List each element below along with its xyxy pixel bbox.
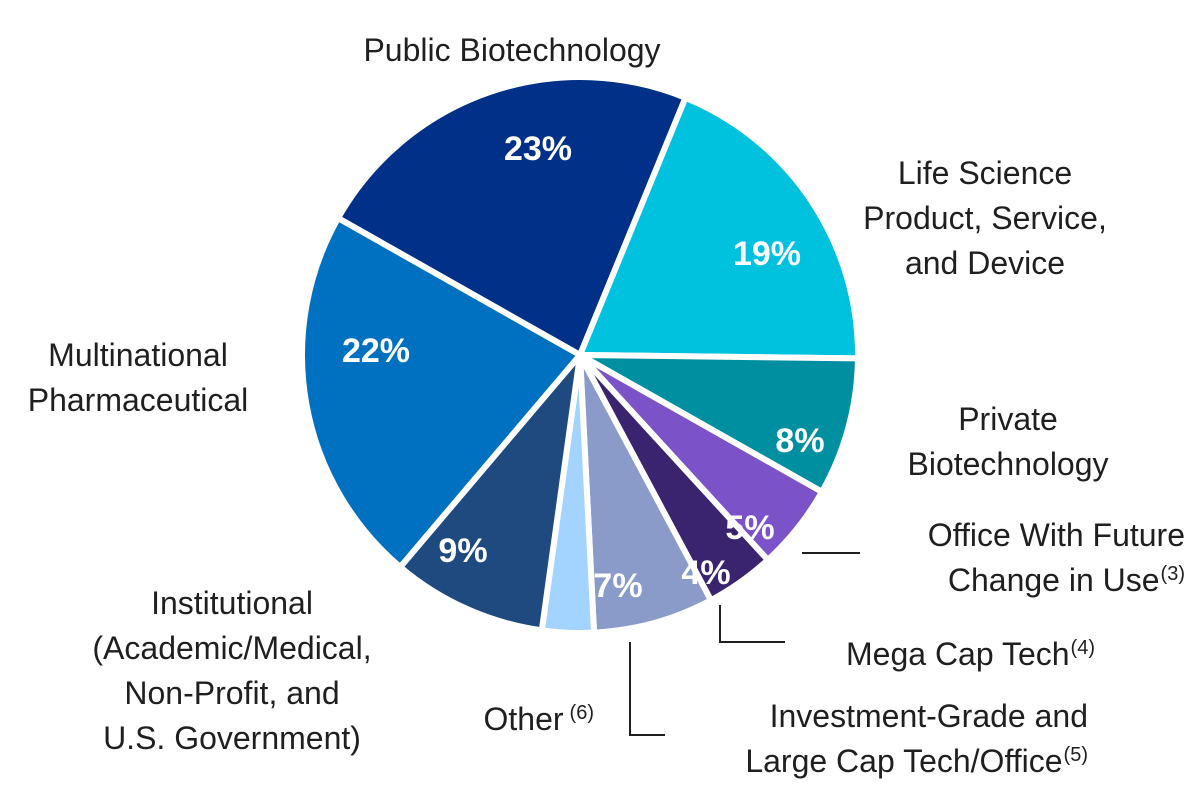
value-label-private-biotechnology: 8% [775, 422, 824, 460]
pie-slice-public-biotechnology [335, 74, 689, 358]
category-label-multinational-pharmaceutical: Multinational Pharmaceutical [28, 337, 249, 418]
value-label-investment-grade: 7% [593, 567, 642, 605]
footnote-marker: (6) [570, 702, 594, 724]
value-label-other: 3% [503, 647, 552, 685]
category-label-line: Other [484, 701, 564, 737]
value-label-mega-cap-tech: 4% [681, 554, 730, 592]
value-label-institutional: 9% [438, 532, 487, 570]
category-label-line: (Academic/Medical, [92, 630, 371, 666]
category-label-line: Public Biotechnology [363, 32, 660, 68]
footnote-marker: (4) [1071, 637, 1095, 659]
leader-lines [629, 552, 860, 736]
pie-slice-private-biotechnology [577, 352, 861, 495]
category-label-line: Office With Future [928, 517, 1185, 553]
value-labels: 23% 19% 8% 5% 4% 7% 3% 9% 22% [342, 130, 825, 685]
footnote-marker: (5) [1064, 744, 1088, 766]
category-label-line: Institutional [151, 585, 313, 621]
category-label-line: Multinational [48, 337, 228, 373]
category-label-line: Private [958, 401, 1058, 437]
category-label-line: Large Cap Tech/Office [745, 743, 1062, 779]
category-label-investment-grade: Investment-Grade and Large Cap Tech/Offic… [745, 698, 1088, 779]
value-label-life-science-product: 19% [733, 235, 801, 273]
category-label-line: U.S. Government) [103, 720, 361, 756]
value-label-multinational-pharmaceutical: 22% [342, 332, 410, 370]
category-label-other: Other (6) [484, 701, 594, 737]
value-label-office-future-use: 5% [725, 509, 774, 547]
category-label-line: and Device [905, 245, 1065, 281]
leader-line-investment-grade [629, 642, 665, 736]
footnote-marker: (3) [1161, 563, 1185, 585]
category-label-line: Investment-Grade and [770, 698, 1088, 734]
category-label-line: Product, Service, [863, 200, 1107, 236]
category-label-public-biotechnology: Public Biotechnology [363, 32, 660, 68]
category-label-private-biotechnology: Private Biotechnology [907, 401, 1108, 482]
value-label-public-biotechnology: 23% [504, 130, 572, 168]
pie-slice-life-science-product [577, 94, 861, 362]
category-label-institutional: Institutional (Academic/Medical, Non-Profi… [92, 585, 371, 756]
category-label-line: Pharmaceutical [28, 382, 249, 418]
pie-slice-multinational-pharmaceutical [299, 215, 583, 571]
category-label-line: Non-Profit, and [124, 675, 339, 711]
category-label-mega-cap-tech: Mega Cap Tech(4) [846, 636, 1095, 672]
category-label-line: Life Science [898, 155, 1072, 191]
category-label-life-science-product: Life Science Product, Service, and Device [863, 155, 1107, 281]
category-label-line: Biotechnology [907, 446, 1108, 482]
leader-line-mega-cap-tech [719, 605, 785, 643]
pie-slice-institutional [397, 352, 583, 634]
category-label-line: Mega Cap Tech [846, 636, 1070, 672]
category-labels: Public Biotechnology Life Science Product,… [28, 32, 1185, 779]
pie-slices [299, 74, 861, 636]
category-label-line: Change in Use [948, 562, 1160, 598]
category-label-office-future-use: Office With Future Change in Use(3) [928, 517, 1185, 598]
